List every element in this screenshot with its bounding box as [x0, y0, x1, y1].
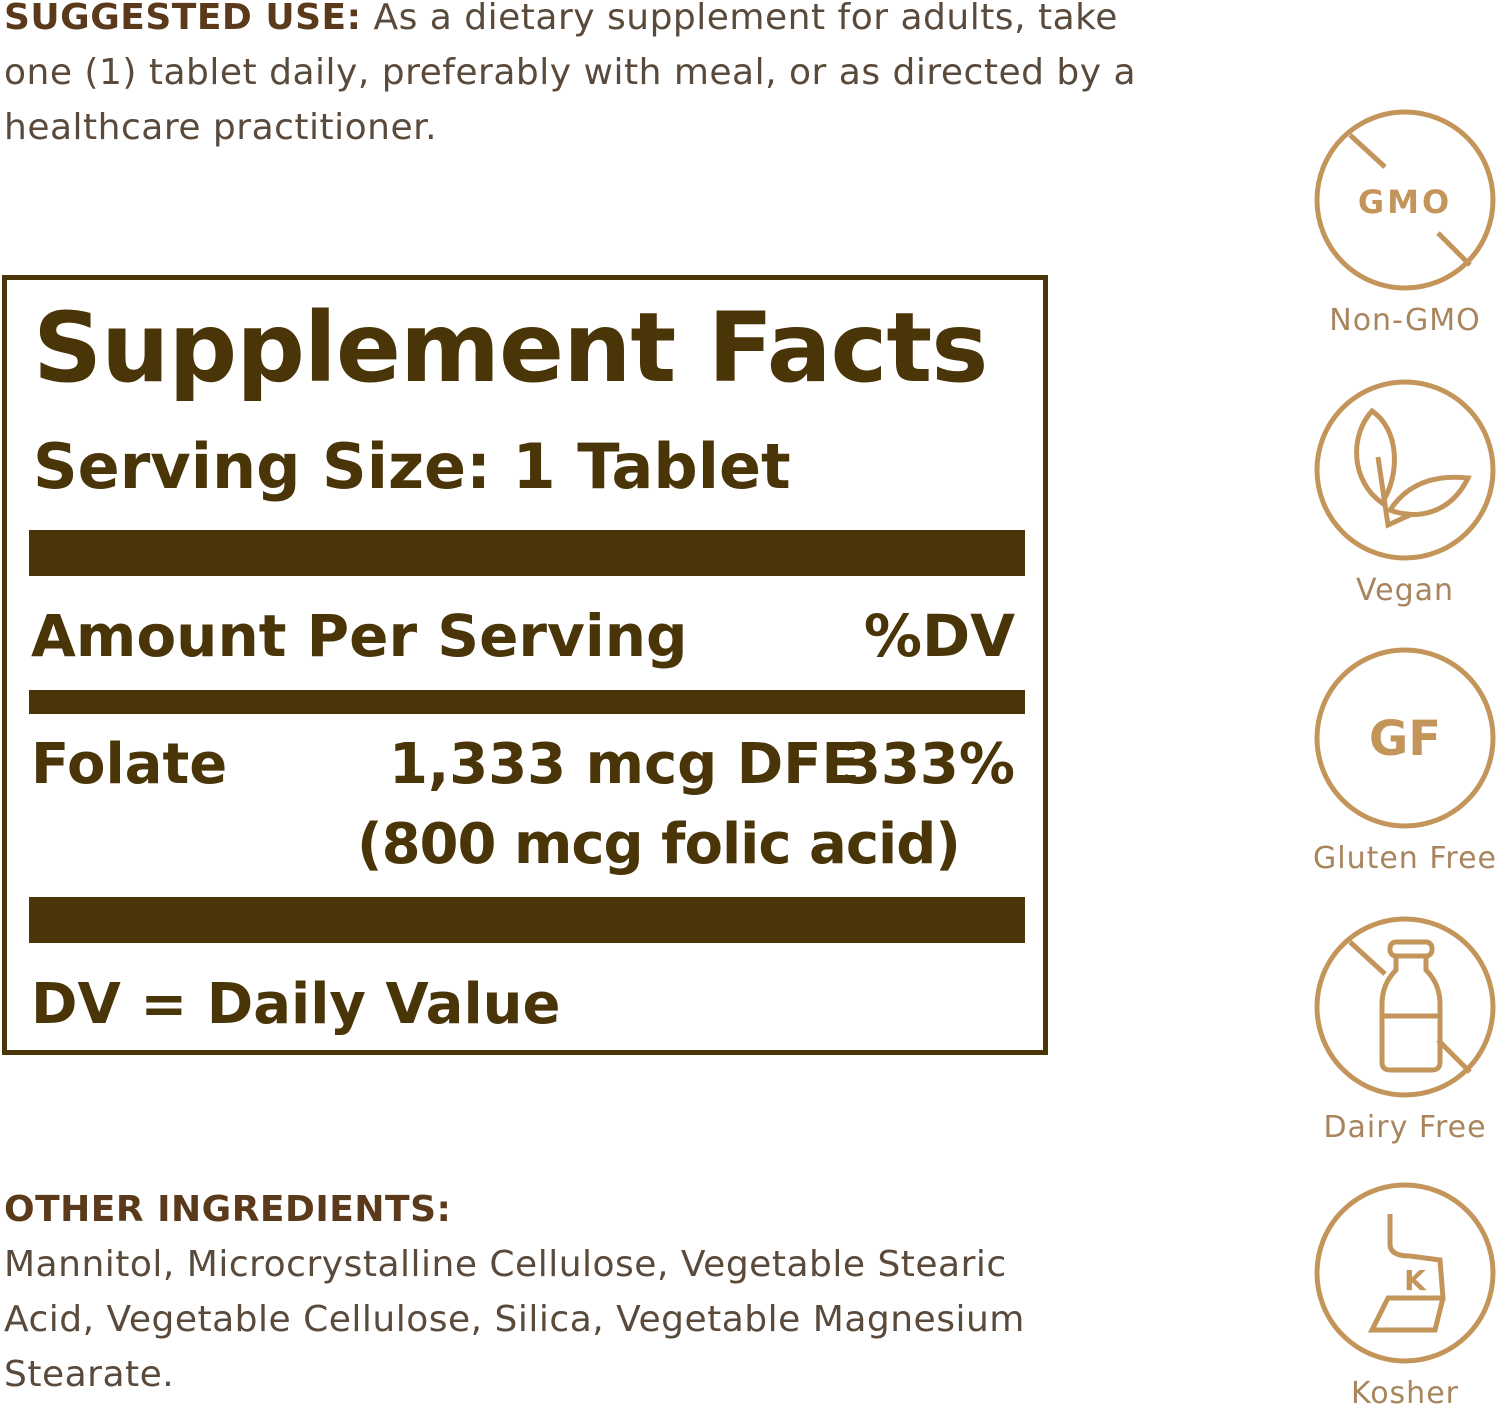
nutrient-note: (800 mcg folic acid)	[357, 812, 961, 877]
svg-text:GF: GF	[1369, 711, 1441, 767]
other-ingredients-text: Mannitol, Microcrystalline Cellulose, Ve…	[4, 1244, 1025, 1395]
other-ingredients: OTHER INGREDIENTS: Mannitol, Microcrystal…	[4, 1182, 1104, 1402]
suggested-use-heading: SUGGESTED USE:	[4, 0, 362, 38]
divider-bar	[29, 897, 1025, 943]
badge-dairy-free: Dairy Free	[1300, 912, 1500, 1145]
badge-vegan: Vegan	[1300, 375, 1500, 608]
badge-non-gmo: GMO Non-GMO	[1300, 105, 1500, 338]
kosher-icon: K	[1314, 1182, 1496, 1364]
badge-gluten-free: GF Gluten Free	[1300, 643, 1500, 876]
badge-kosher: K Kosher	[1300, 1178, 1500, 1411]
facts-title: Supplement Facts	[33, 292, 988, 404]
suggested-use-text: As a dietary supplement for adults, take…	[4, 0, 1137, 148]
gluten-free-icon: GF	[1314, 647, 1496, 829]
svg-text:K: K	[1404, 1264, 1427, 1297]
nutrient-amount: 1,333 mcg DFE	[389, 732, 860, 797]
supplement-facts-panel: Supplement Facts Serving Size: 1 Tablet …	[2, 275, 1048, 1055]
badge-label: Dairy Free	[1323, 1110, 1487, 1145]
serving-size: Serving Size: 1 Tablet	[33, 430, 791, 503]
divider-bar	[29, 530, 1025, 576]
no-milk-bottle-icon	[1314, 916, 1496, 1098]
badge-label: Gluten Free	[1312, 841, 1498, 876]
no-gmo-icon: GMO	[1314, 109, 1496, 291]
leaf-icon	[1314, 379, 1496, 561]
dv-header: %DV	[863, 602, 1015, 670]
svg-text:GMO: GMO	[1358, 183, 1452, 221]
nutrient-name: Folate	[31, 732, 228, 797]
amount-per-serving-header: Amount Per Serving	[31, 602, 688, 670]
other-ingredients-heading: OTHER INGREDIENTS:	[4, 1189, 452, 1230]
divider-bar	[29, 690, 1025, 714]
suggested-use: SUGGESTED USE: As a dietary supplement f…	[4, 0, 1164, 155]
nutrient-dv: 333%	[841, 732, 1015, 797]
badge-label: Vegan	[1355, 573, 1455, 608]
dv-footnote: DV = Daily Value	[31, 972, 561, 1037]
badge-label: Kosher	[1351, 1376, 1459, 1411]
badge-label: Non-GMO	[1329, 303, 1481, 338]
